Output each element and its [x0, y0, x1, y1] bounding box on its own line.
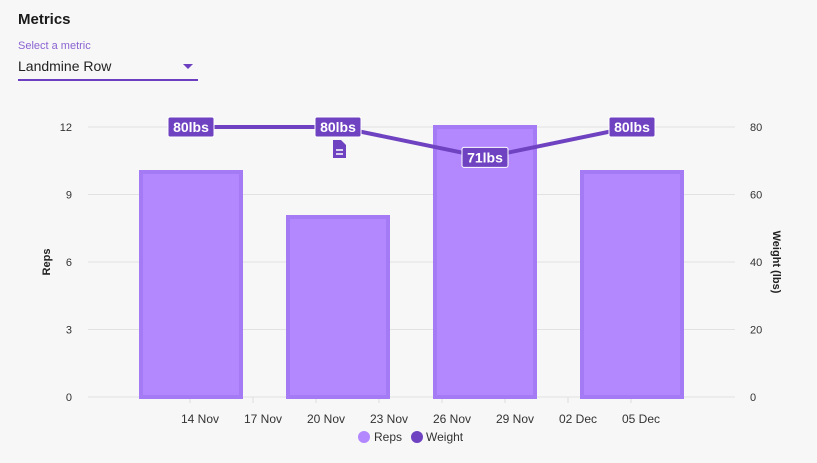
- bar-reps: [580, 170, 684, 399]
- y-tick-label: 6: [66, 257, 72, 269]
- y-tick-label: 9: [66, 190, 72, 202]
- x-tick-label: 23 Nov: [370, 412, 408, 426]
- y-tick-label: 3: [66, 325, 72, 337]
- x-tick-label: 20 Nov: [307, 412, 345, 426]
- data-label-bg: [167, 116, 215, 138]
- y2-tick-label: 60: [750, 190, 762, 202]
- y2-tick-label: 80: [750, 122, 762, 134]
- y2-axis-label: Weight (lbs): [770, 231, 782, 294]
- bar-reps: [433, 125, 537, 399]
- legend-reps-swatch: [358, 431, 370, 443]
- x-tick-label: 17 Nov: [244, 412, 282, 426]
- y-tick-label: 12: [60, 122, 72, 134]
- x-tick-label: 26 Nov: [433, 412, 471, 426]
- data-label: 80lbs: [614, 119, 650, 135]
- y-tick-label: 0: [66, 392, 72, 404]
- legend-weight-label: Weight: [426, 430, 464, 444]
- metric-select[interactable]: Select a metric Landmine Row: [18, 40, 198, 81]
- x-tick-label: 29 Nov: [496, 412, 534, 426]
- y2-tick-label: 20: [750, 325, 762, 337]
- note-icon: [333, 140, 346, 158]
- x-tick-label: 05 Dec: [622, 412, 660, 426]
- chevron-down-icon: [183, 64, 193, 69]
- data-label: 71lbs: [467, 149, 503, 165]
- metric-select-label: Select a metric: [18, 40, 91, 52]
- legend-reps-label: Reps: [374, 430, 402, 444]
- y-axis-label: Reps: [41, 249, 53, 276]
- page-title: Metrics: [18, 11, 71, 28]
- bar-reps: [286, 215, 390, 399]
- legend-weight-swatch: [411, 431, 423, 443]
- data-label-bg: [608, 116, 656, 138]
- bar-reps: [139, 170, 243, 399]
- y2-tick-label: 40: [750, 257, 762, 269]
- data-label: 80lbs: [173, 119, 209, 135]
- data-label-bg: [314, 116, 362, 138]
- data-label-bg: [461, 146, 509, 168]
- x-tick-label: 14 Nov: [181, 412, 219, 426]
- line-weight: [191, 125, 633, 160]
- data-label: 80lbs: [320, 119, 356, 135]
- metric-select-value: Landmine Row: [18, 58, 112, 74]
- y2-tick-label: 0: [750, 392, 756, 404]
- x-tick-label: 02 Dec: [559, 412, 597, 426]
